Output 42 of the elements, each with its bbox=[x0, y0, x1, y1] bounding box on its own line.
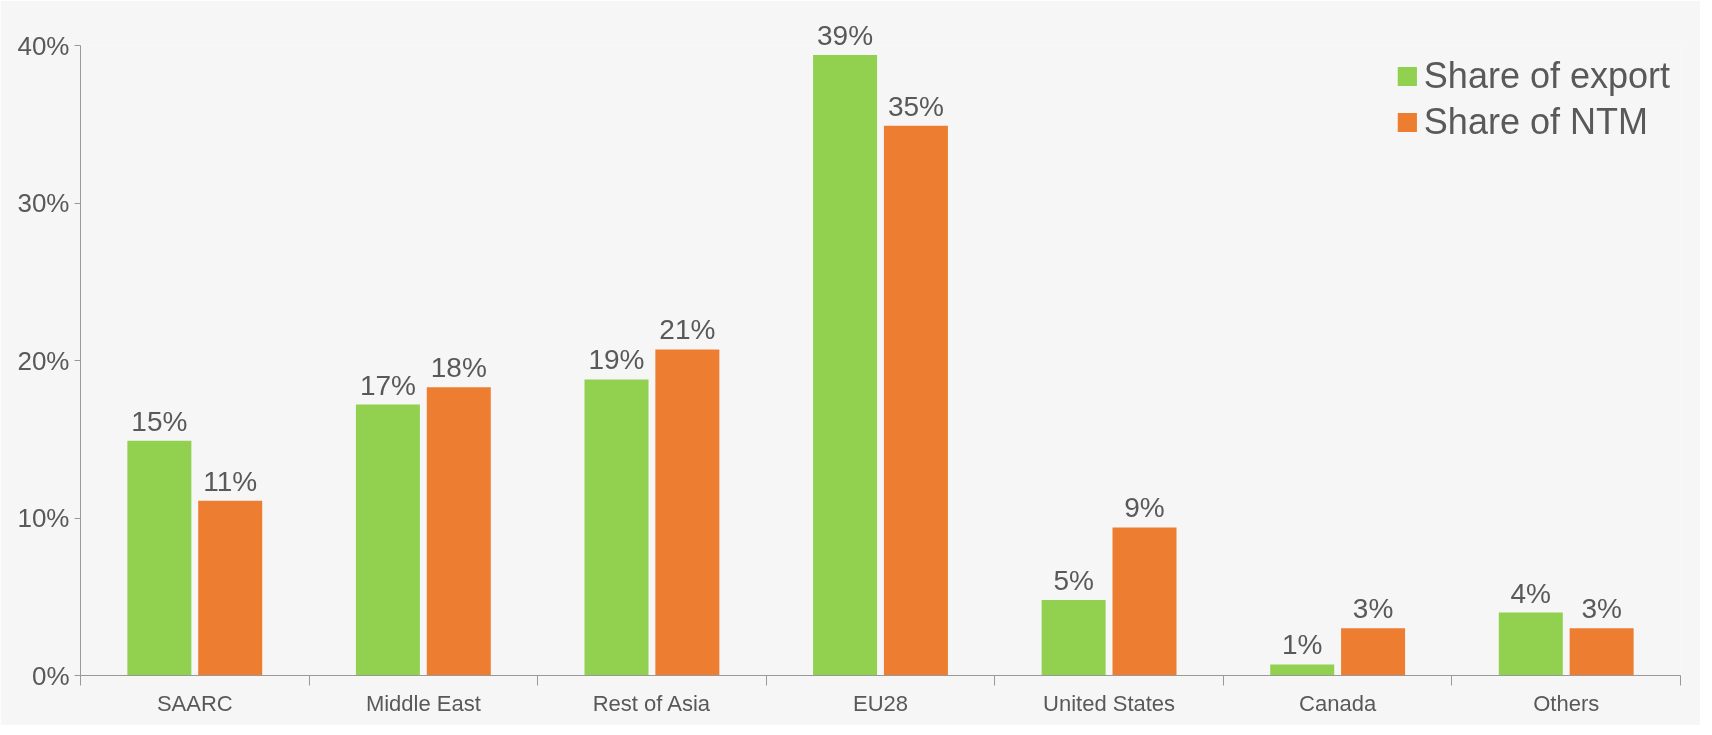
bar bbox=[584, 379, 649, 676]
data-label: 11% bbox=[203, 465, 258, 497]
bar bbox=[127, 440, 192, 676]
x-tick-label: Middle East bbox=[365, 690, 481, 716]
data-label: 3% bbox=[1352, 593, 1394, 625]
x-tick-label: Canada bbox=[1299, 690, 1377, 716]
legend-label: Share of NTM bbox=[1423, 101, 1648, 143]
data-label: 9% bbox=[1124, 492, 1165, 524]
data-label: 15% bbox=[131, 405, 188, 437]
data-label: 17% bbox=[359, 369, 416, 401]
x-tick-label: EU28 bbox=[852, 690, 909, 716]
data-label: 4% bbox=[1510, 577, 1552, 609]
data-label: 35% bbox=[887, 90, 944, 122]
y-tick-label: 20% bbox=[17, 345, 70, 376]
bar bbox=[1270, 664, 1335, 676]
bar bbox=[655, 349, 720, 676]
legend-label: Share of export bbox=[1423, 55, 1670, 97]
x-tick-label: United States bbox=[1043, 690, 1176, 716]
data-label: 3% bbox=[1581, 593, 1622, 625]
bar bbox=[1041, 599, 1106, 676]
bar bbox=[355, 404, 420, 676]
bar bbox=[1569, 628, 1634, 676]
data-label: 39% bbox=[817, 19, 874, 51]
bar bbox=[198, 500, 263, 676]
bar bbox=[426, 387, 491, 676]
bar bbox=[813, 54, 878, 676]
data-label: 5% bbox=[1053, 564, 1094, 596]
bar bbox=[883, 125, 948, 676]
bar bbox=[1498, 612, 1563, 676]
y-tick-label: 0% bbox=[31, 660, 70, 691]
x-tick-label: Rest of Asia bbox=[592, 690, 711, 716]
y-tick-label: 30% bbox=[17, 188, 70, 218]
y-tick-label: 40% bbox=[17, 30, 70, 61]
data-label: 18% bbox=[430, 352, 487, 384]
x-tick-label: SAARC bbox=[156, 690, 233, 716]
data-label: 21% bbox=[659, 314, 716, 346]
bar bbox=[1112, 527, 1177, 676]
bar bbox=[1341, 628, 1406, 676]
y-tick-label: 10% bbox=[17, 503, 70, 533]
data-label: 19% bbox=[588, 344, 645, 376]
data-label: 1% bbox=[1281, 629, 1323, 661]
x-tick-label: Others bbox=[1533, 690, 1600, 716]
